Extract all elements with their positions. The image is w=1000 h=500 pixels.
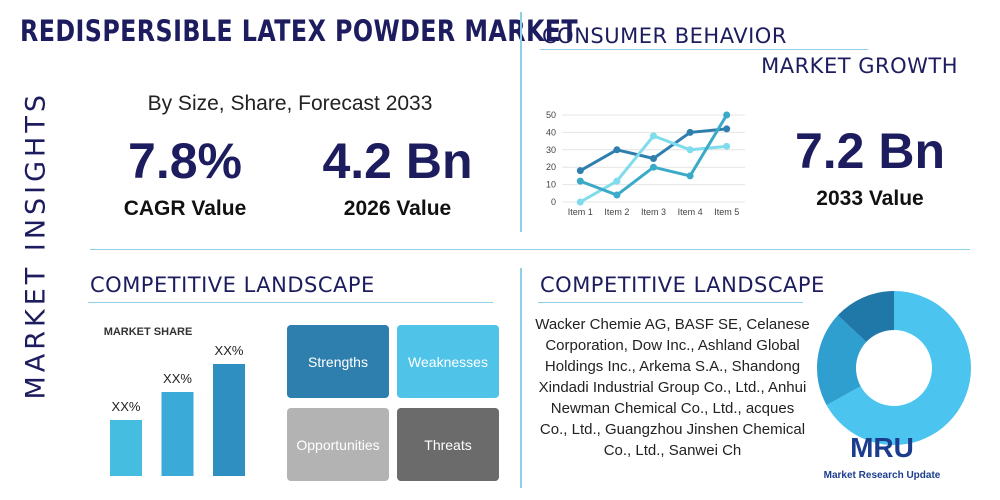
donut-chart — [817, 291, 971, 445]
swot-tile: Weaknesses — [397, 325, 499, 398]
line-point — [686, 128, 694, 136]
y-tick-label: 50 — [546, 110, 556, 120]
y-tick-label: 20 — [546, 162, 556, 172]
landscape-title: COMPETITIVE LANDSCAPE — [90, 273, 375, 297]
donut-slice — [837, 291, 894, 342]
forecast-value: 7.2 Bn — [794, 123, 946, 179]
bar — [161, 392, 194, 476]
x-tick-label: Item 4 — [678, 207, 703, 217]
swot-tile: Strengths — [287, 325, 389, 398]
line-point — [650, 155, 657, 162]
bar-value-label: XX% — [215, 343, 244, 358]
line-point — [613, 191, 621, 199]
subtitle: By Size, Share, Forecast 2033 — [147, 92, 433, 115]
consumer-subtitle: MARKET GROWTH — [761, 54, 958, 78]
bar — [110, 420, 142, 476]
line-point — [686, 146, 694, 154]
logo-name: Market Research Update — [823, 470, 941, 481]
cagr-label: CAGR Value — [123, 197, 247, 220]
consumer-title: CONSUMER BEHAVIOR — [542, 24, 787, 48]
forecast-label: 2033 Value — [816, 187, 924, 210]
line-point — [723, 142, 731, 150]
rule — [538, 302, 803, 303]
line-chart: 0 10 20 30 40 50 Item 1 Item 2 Item 3 Item 4 Item … — [546, 110, 745, 217]
x-tick-label: Item 1 — [568, 207, 593, 217]
current-value: 4.2 Bn — [322, 133, 473, 189]
bar — [213, 364, 245, 476]
bar-value-label: XX% — [163, 371, 192, 386]
companies-text: Wacker Chemie AG, BASF SE, Celanese Corp… — [535, 316, 810, 459]
line-point — [723, 111, 731, 119]
line-point — [613, 146, 621, 154]
line-point — [650, 132, 657, 140]
x-tick-label: Item 2 — [604, 207, 629, 217]
line-point — [723, 125, 731, 133]
line-point — [686, 172, 694, 180]
companies-title: COMPETITIVE LANDSCAPE — [540, 273, 825, 297]
line-point — [576, 198, 584, 206]
divider — [90, 249, 970, 250]
x-tick-label: Item 3 — [641, 207, 666, 217]
logo-mark: MRU — [850, 432, 914, 463]
rule — [88, 302, 493, 303]
side-label: MARKET INSIGHTS — [20, 91, 52, 400]
line-point — [650, 163, 657, 171]
bar-value-label: XX% — [112, 399, 141, 414]
y-tick-label: 0 — [551, 197, 556, 207]
line-point — [576, 167, 584, 175]
x-tick-label: Item 5 — [714, 207, 739, 217]
y-tick-label: 30 — [546, 145, 556, 155]
rule — [540, 49, 868, 50]
swot-tile: Threats — [397, 408, 499, 481]
line-point — [576, 177, 584, 185]
bar-chart-title: MARKET SHARE — [104, 326, 193, 338]
bar-chart: MARKET SHARE XX% XX% XX% — [104, 326, 245, 476]
cagr-value: 7.8% — [128, 133, 242, 189]
swot-tile: Opportunities — [287, 408, 389, 481]
y-tick-label: 10 — [546, 180, 556, 190]
divider — [520, 12, 522, 232]
donut-slice — [817, 315, 867, 406]
donut-slice — [826, 291, 971, 445]
current-label: 2026 Value — [343, 197, 452, 220]
divider — [520, 268, 522, 488]
line-point — [613, 177, 621, 185]
main-title: REDISPERSIBLE LATEX POWDER MARKET — [20, 14, 579, 48]
y-tick-label: 40 — [546, 127, 556, 137]
